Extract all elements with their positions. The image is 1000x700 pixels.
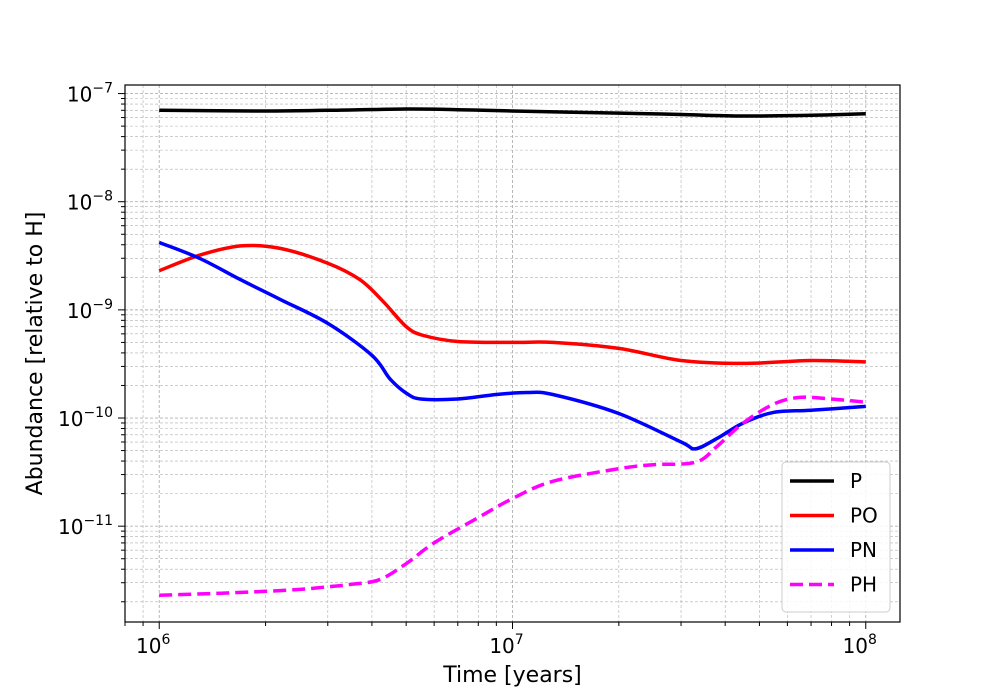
legend-box bbox=[781, 461, 891, 613]
series-line-po bbox=[158, 243, 866, 366]
y-tick-label: 10−10 bbox=[58, 405, 113, 431]
series-line-pn bbox=[158, 240, 866, 451]
series-line-ph bbox=[159, 395, 866, 597]
y-tick-label: 10−9 bbox=[67, 297, 113, 323]
y-axis-label: Abundance [relative to H] bbox=[23, 212, 48, 496]
x-tick-label: 107 bbox=[489, 632, 523, 658]
legend-label-p: P bbox=[850, 469, 862, 493]
y-tick-label: 10−8 bbox=[67, 189, 113, 215]
y-tick-label: 10−11 bbox=[58, 513, 113, 539]
x-tick-label: 106 bbox=[136, 632, 170, 658]
legend-label-po: PO bbox=[850, 504, 878, 528]
grid bbox=[124, 85, 900, 622]
legend-label-pn: PN bbox=[850, 538, 877, 562]
series-line-p bbox=[159, 107, 866, 118]
x-tick-label: 108 bbox=[843, 632, 877, 658]
legend-label-ph: PH bbox=[850, 573, 877, 597]
series-lines bbox=[158, 107, 866, 597]
y-tick-label: 10−7 bbox=[67, 81, 113, 107]
legend: P PO PN PH bbox=[781, 461, 891, 613]
x-axis-label: Time [years] bbox=[442, 663, 582, 688]
axis-ticks: 106 107 108 10−11 10−10 10−9 10−8 10−7 bbox=[58, 81, 877, 658]
